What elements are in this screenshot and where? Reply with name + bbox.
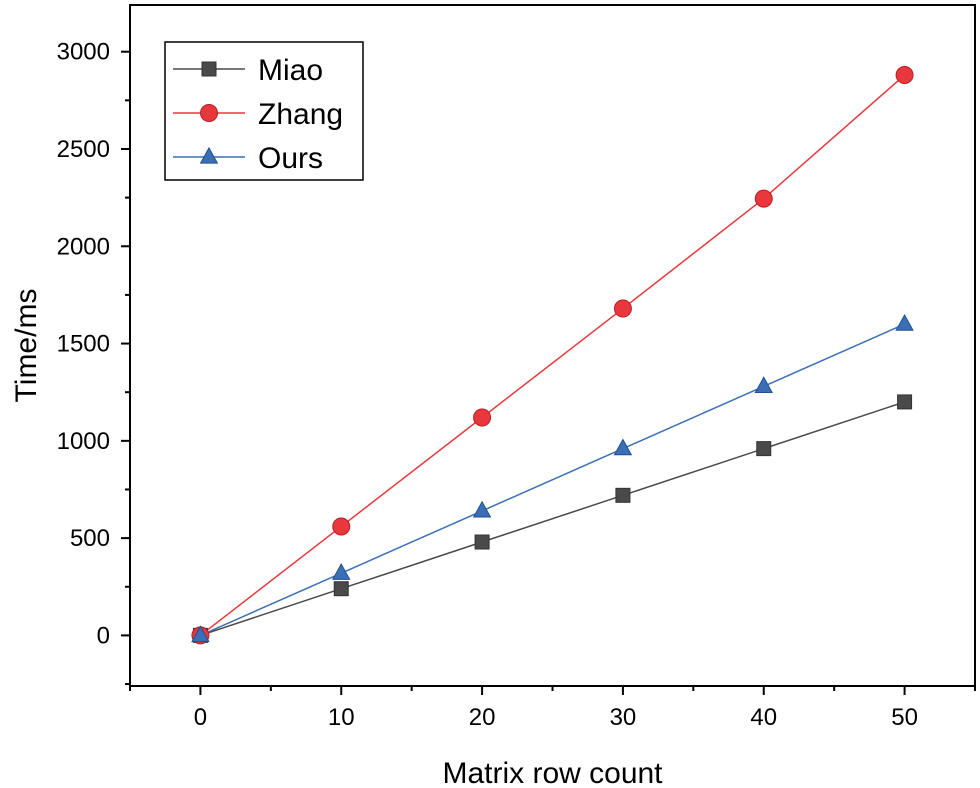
data-point-miao <box>474 534 490 550</box>
y-tick-label: 2000 <box>57 233 110 260</box>
legend-marker-ours <box>199 146 219 164</box>
x-tick-label: 40 <box>750 704 777 731</box>
series-line-miao <box>200 401 905 637</box>
x-axis-title: Matrix row count <box>442 757 663 788</box>
data-point-miao <box>897 394 913 410</box>
legend-label-miao: Miao <box>258 54 323 87</box>
x-tick-label: 0 <box>194 704 207 731</box>
data-point-ours <box>613 438 633 456</box>
data-point-zhang <box>473 408 492 427</box>
series-line-ours <box>200 323 905 637</box>
data-point-miao <box>756 441 772 457</box>
y-tick-label: 1500 <box>57 331 110 358</box>
x-tick-label: 50 <box>891 704 918 731</box>
data-point-zhang <box>754 189 773 208</box>
y-tick-label: 0 <box>97 622 110 649</box>
legend-label-zhang: Zhang <box>258 98 343 131</box>
data-point-ours <box>332 562 351 580</box>
x-tick-label: 30 <box>610 704 637 731</box>
data-point-ours <box>472 500 492 518</box>
data-point-zhang <box>895 66 914 85</box>
data-point-zhang <box>332 517 351 536</box>
legend-marker-zhang <box>200 104 218 122</box>
y-tick-label: 500 <box>70 525 110 552</box>
data-point-miao <box>615 487 631 503</box>
data-point-zhang <box>613 299 632 318</box>
legend-marker-miao <box>201 61 217 77</box>
data-point-miao <box>333 581 349 597</box>
data-point-ours <box>754 376 773 394</box>
data-point-ours <box>191 625 210 643</box>
y-axis-title: Time/ms <box>10 289 43 403</box>
x-tick-label: 10 <box>328 704 355 731</box>
legend-label-ours: Ours <box>258 142 323 175</box>
y-tick-label: 2500 <box>57 136 110 163</box>
y-tick-label: 3000 <box>57 39 110 66</box>
data-point-ours <box>895 313 914 331</box>
y-tick-label: 1000 <box>57 428 110 455</box>
series-line-zhang <box>199 74 906 637</box>
x-tick-label: 20 <box>469 704 496 731</box>
